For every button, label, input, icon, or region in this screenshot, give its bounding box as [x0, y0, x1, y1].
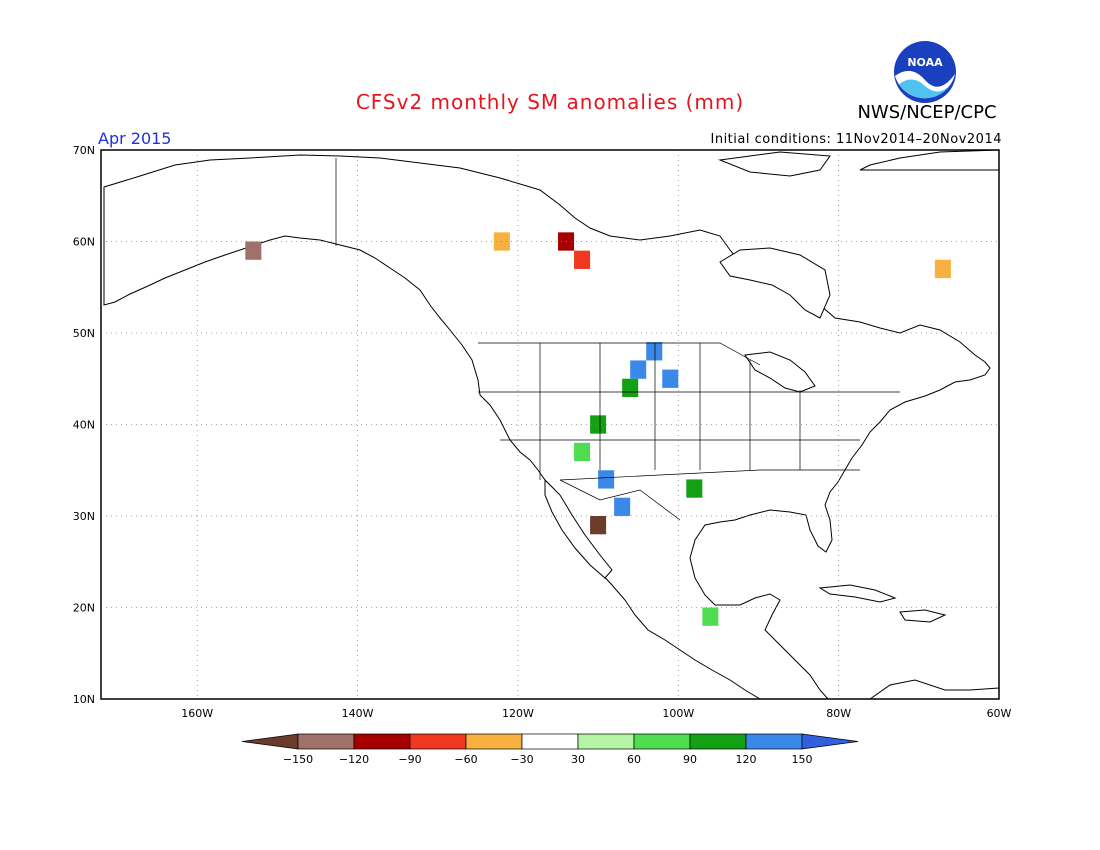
north-america-coastline [103, 154, 991, 699]
baja-california [544, 478, 613, 579]
anomaly-cell [245, 241, 262, 260]
lat-label: 30N [73, 510, 95, 523]
lat-label: 50N [73, 327, 95, 340]
anomaly-cell [934, 259, 951, 279]
colorbar-segment [689, 733, 747, 750]
chart-title: CFSv2 monthly SM anomalies (mm) [355, 90, 745, 114]
colorbar-label: 120 [736, 753, 757, 766]
anomaly-cell [614, 497, 631, 516]
political-borders [335, 158, 900, 521]
map-frame [100, 149, 1000, 700]
cuba-island [818, 584, 897, 603]
colorbar-label: 30 [571, 753, 585, 766]
colorbar-label: −120 [339, 753, 369, 766]
lon-label: 140W [342, 707, 374, 720]
lat-label: 40N [73, 419, 95, 432]
lon-label: 80W [826, 707, 851, 720]
organization-label: NWS/NCEP/CPC [857, 102, 997, 123]
anomaly-cell [590, 516, 607, 535]
colorbar-segment [409, 733, 467, 750]
anomaly-cells [245, 232, 951, 626]
greenland-coast [859, 150, 999, 171]
colorbar-label: −150 [283, 753, 313, 766]
colorbar-label: 60 [627, 753, 641, 766]
lat-label: 60N [73, 236, 95, 249]
colorbar-label: −30 [510, 753, 533, 766]
latitude-labels: 10N 20N 30N 40N 50N 60N 70N [73, 144, 95, 706]
initial-conditions-label: Initial conditions: 11Nov2014–20Nov2014 [710, 132, 1002, 147]
lat-label: 20N [73, 602, 95, 615]
colorbar-segment [297, 733, 355, 750]
anomaly-cell [686, 479, 703, 498]
colorbar: −150 −120 −90 −60 −30 30 60 90 120 150 [241, 733, 859, 766]
anomaly-cell [630, 360, 647, 379]
lat-label: 70N [73, 144, 95, 157]
colorbar-segment [745, 733, 803, 750]
anomaly-cell [590, 415, 607, 434]
lon-label: 120W [502, 707, 534, 720]
arctic-island [718, 151, 831, 177]
colorbar-label: 90 [683, 753, 697, 766]
anomaly-cell [702, 607, 719, 626]
south-america-coast [869, 679, 999, 699]
colorbar-label: −90 [398, 753, 421, 766]
anomaly-cell [646, 342, 663, 361]
period-label: Apr 2015 [98, 129, 172, 148]
lat-label: 10N [73, 693, 95, 706]
colorbar-segment [241, 733, 299, 750]
logo-text: NOAA [907, 56, 943, 69]
colorbar-segment [465, 733, 523, 750]
colorbar-segment [633, 733, 691, 750]
land-outlines [103, 150, 999, 699]
anomaly-cell [574, 442, 591, 462]
anomaly-cell [574, 250, 591, 269]
lon-label: 100W [662, 707, 694, 720]
great-lakes [744, 351, 816, 393]
colorbar-segment [521, 733, 579, 750]
colorbar-label: −60 [454, 753, 477, 766]
lon-label: 160W [181, 707, 213, 720]
noaa-logo: NOAA [894, 41, 956, 103]
anomaly-cell [622, 378, 639, 398]
colorbar-segment [353, 733, 411, 750]
colorbar-segment [801, 733, 859, 750]
hudson-bay [719, 247, 831, 319]
lon-label: 60W [987, 707, 1012, 720]
colorbar-label: 150 [792, 753, 813, 766]
anomaly-cell [598, 470, 615, 489]
longitude-labels: 160W 140W 120W 100W 80W 60W [181, 707, 1011, 720]
colorbar-segment [577, 733, 635, 750]
hispaniola-island [899, 609, 947, 623]
anomaly-cell [662, 369, 679, 388]
